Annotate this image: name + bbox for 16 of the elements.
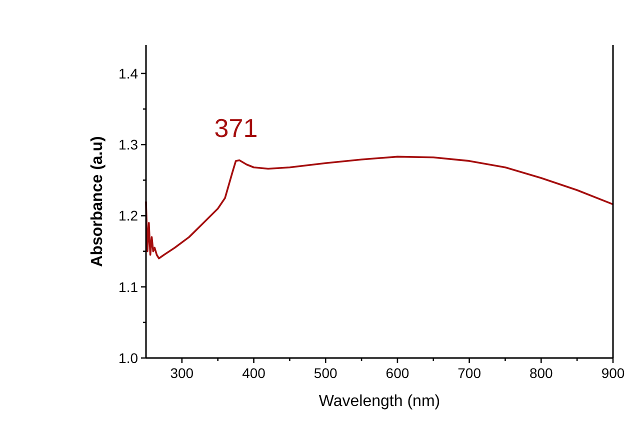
x-tick-label: 600 — [386, 365, 410, 381]
x-tick-label: 800 — [529, 365, 554, 381]
x-tick-label: 700 — [458, 365, 482, 381]
x-tick-label: 400 — [242, 365, 266, 381]
y-tick-label: 1.3 — [118, 136, 138, 153]
y-tick-label: 1.2 — [118, 208, 138, 224]
line-series — [145, 156, 614, 260]
y-tick-label: 1.1 — [118, 278, 138, 295]
x-tick-label: 300 — [170, 365, 194, 381]
y-tick-label: 1.0 — [118, 350, 138, 366]
y-tick-label: 1.4 — [118, 65, 138, 82]
y-axis-title: Absorbance (a.u) — [89, 136, 106, 267]
annotation: 371 — [214, 113, 258, 143]
x-tick-label: 900 — [601, 365, 625, 381]
x-tick-label: 500 — [314, 365, 338, 381]
x-axis-title: Wavelength (nm) — [318, 393, 440, 410]
